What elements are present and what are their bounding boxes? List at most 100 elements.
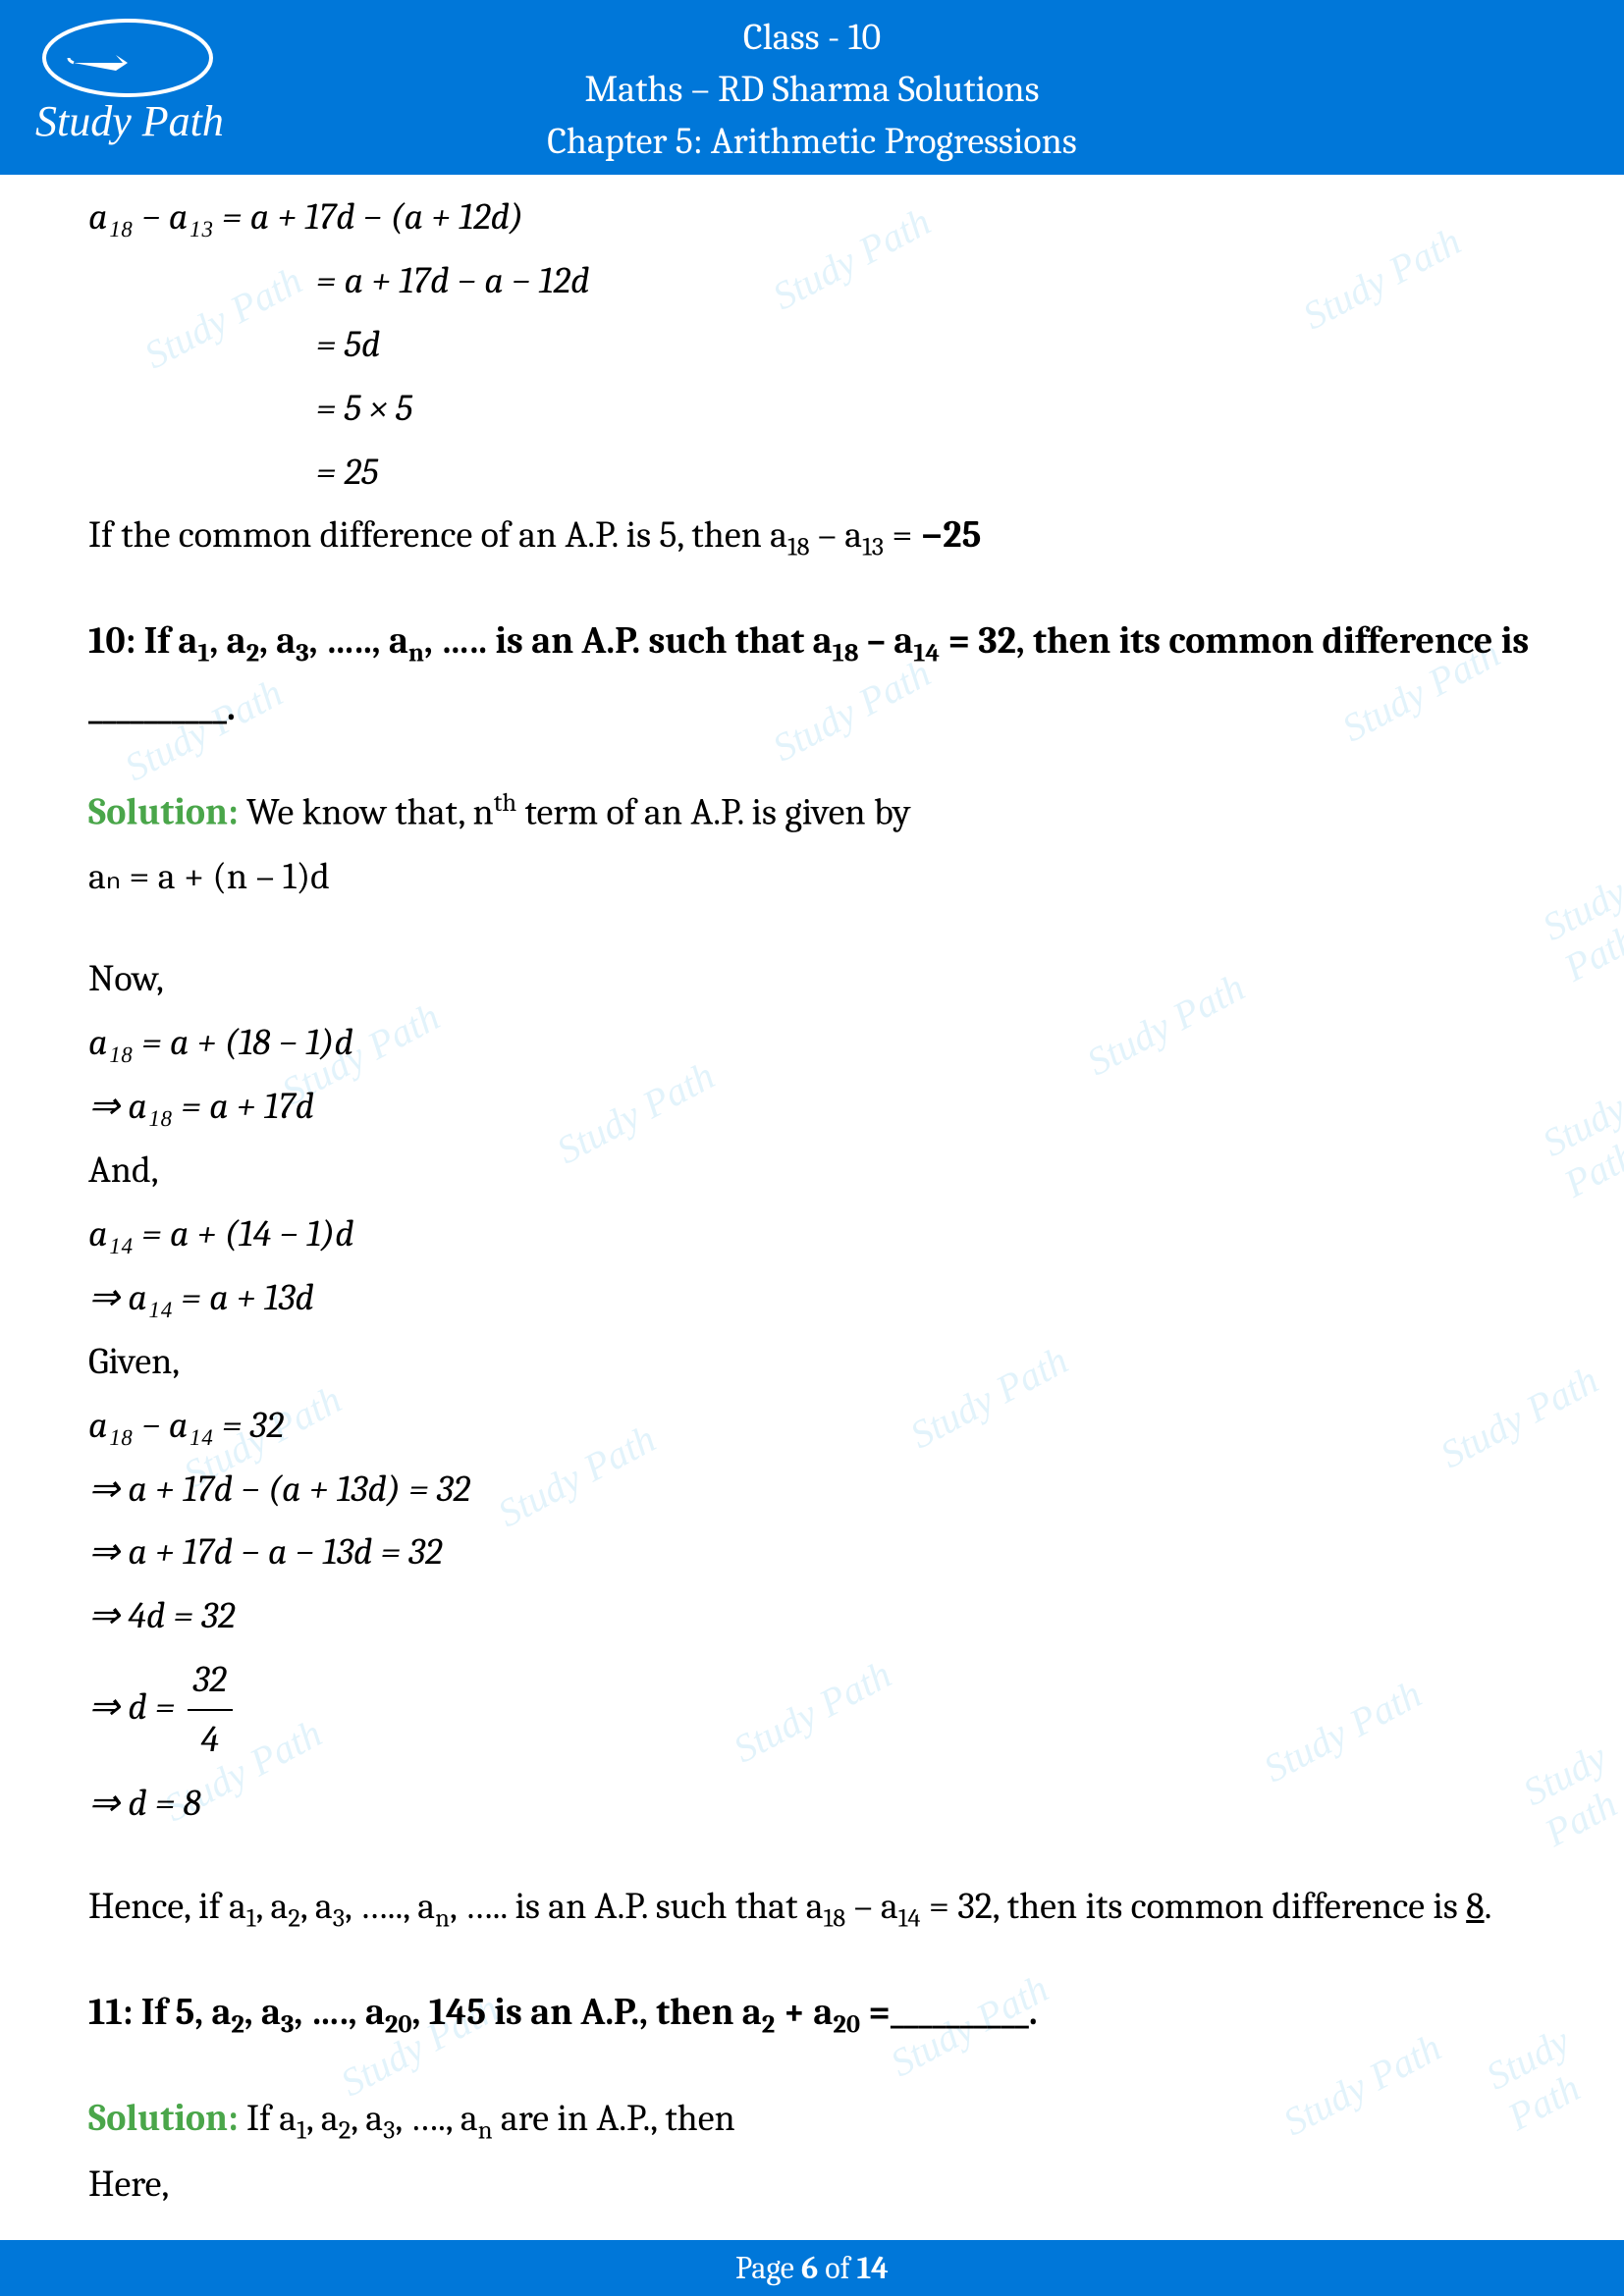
text: , …., a (295, 1991, 385, 2034)
eq-line: a₁₈ = a + (18 − 1)d (88, 1014, 1536, 1072)
q10-derivation-1: a₁₈ = a + (18 − 1)d ⇒ a₁₈ = a + 17d (88, 1014, 1536, 1136)
text: are in A.P., then (493, 2097, 735, 2140)
q11-question: 11: If 5, a2, a3, …., a20, 145 is an A.P… (88, 1984, 1536, 2045)
page-content: a₁₈ − a₁₃ = a + 17d − (a + 12d) = a + 17… (0, 175, 1624, 2214)
header-class: Class - 10 (0, 12, 1624, 64)
logo: Study Path (29, 20, 226, 137)
subscript: 20 (833, 2008, 860, 2039)
subscript: 2 (231, 2008, 244, 2039)
logo-text: Study Path (35, 96, 224, 146)
eq-line: ⇒ a + 17d − a − 13d = 32 (88, 1523, 1536, 1581)
text: , a (351, 2097, 383, 2140)
subscript: 14 (913, 638, 940, 668)
footer-mid: of (818, 2250, 856, 2286)
text: – a (859, 619, 914, 663)
eq-line: = a + 17d − a − 12d (88, 252, 1536, 310)
subscript: 3 (383, 2114, 395, 2145)
footer-prefix: Page (735, 2250, 801, 2286)
answer: −25 (921, 513, 982, 557)
given-label: Given, (88, 1333, 1536, 1391)
now-label: Now, (88, 950, 1536, 1008)
eq-line: = 5d (88, 316, 1536, 374)
q10-conclusion: Hence, if a1, a2, a3, ….., an, ….. is an… (88, 1878, 1536, 1939)
text: + a (775, 1991, 833, 2034)
text: . (1485, 1885, 1492, 1928)
subscript: 3 (296, 638, 309, 668)
text: 11: If 5, a (88, 1991, 231, 2034)
text: , ….. is an A.P. such that a (450, 1885, 824, 1928)
text: = 32, then its common difference is (921, 1885, 1467, 1928)
text: , a (244, 1991, 281, 2034)
text: = 32, then its common difference is (940, 619, 1529, 663)
eq-line: = 25 (88, 444, 1536, 502)
numerator: 32 (188, 1651, 233, 1711)
text: 10: If a (88, 619, 197, 663)
eq-line: = 5 × 5 (88, 380, 1536, 438)
eq-line: a₁₈ − a₁₃ = a + 17d − (a + 12d) (88, 188, 1536, 246)
text: , …., a (395, 2097, 477, 2140)
superscript: th (494, 787, 516, 818)
page-header: Study Path Class - 10 Maths – RD Sharma … (0, 0, 1624, 175)
subscript: 20 (385, 2008, 412, 2039)
eq-line: ⇒ a₁₈ = a + 17d (88, 1078, 1536, 1136)
header-subject: Maths – RD Sharma Solutions (0, 64, 1624, 116)
text: – a (845, 1885, 898, 1928)
subscript: 2 (339, 2114, 352, 2145)
here-label: Here, (88, 2156, 1536, 2214)
subscript: 18 (824, 1902, 846, 1933)
q10-solution-intro: Solution: We know that, nth term of an A… (88, 782, 1536, 842)
subscript: 13 (862, 532, 884, 562)
q9-derivation: a₁₈ − a₁₃ = a + 17d − (a + 12d) = a + 17… (88, 188, 1536, 501)
subscript: 1 (297, 2114, 306, 2145)
text: term of an A.P. is given by (516, 791, 910, 834)
text: , 145 is an A.P., then a (412, 1991, 762, 2034)
text: ⇒ d = (88, 1685, 184, 1729)
text: If a (239, 2097, 298, 2140)
answer: 8 (1466, 1885, 1484, 1928)
subscript: n (478, 2114, 493, 2145)
eq-line: ⇒ 4d = 32 (88, 1587, 1536, 1645)
subscript: 3 (333, 1902, 345, 1933)
eq-line: ⇒ a + 17d − (a + 13d) = 32 (88, 1461, 1536, 1519)
fraction: 324 (188, 1651, 233, 1769)
text: , ….., a (309, 619, 408, 663)
text: , a (300, 1885, 333, 1928)
q9-conclusion: If the common difference of an A.P. is 5… (88, 507, 1536, 567)
q10-derivation-3: a₁₈ − a₁₄ = 32 ⇒ a + 17d − (a + 13d) = 3… (88, 1397, 1536, 1833)
q10-derivation-2: a₁₄ = a + (14 − 1)d ⇒ a₁₄ = a + 13d (88, 1205, 1536, 1327)
text: – a (810, 513, 863, 557)
footer-page: 6 (801, 2250, 818, 2286)
text: We know that, n (239, 791, 494, 834)
solution-label: Solution: (88, 791, 239, 834)
text: If the common difference of an A.P. is 5… (88, 513, 787, 557)
text: , ….. is an A.P. such that a (424, 619, 833, 663)
eq-line: ⇒ d = 324 (88, 1651, 1536, 1769)
q10-formula: aₙ = a + (n – 1)d (88, 848, 1536, 906)
eq-line: a₁₈ − a₁₄ = 32 (88, 1397, 1536, 1455)
eq-line: a₁₄ = a + (14 − 1)d (88, 1205, 1536, 1263)
subscript: n (408, 638, 424, 668)
text: , a (306, 2097, 339, 2140)
text: , a (210, 619, 246, 663)
subscript: 2 (288, 1902, 300, 1933)
q10-question: 10: If a1, a2, a3, ….., an, ….. is an A.… (88, 613, 1536, 673)
subscript: 2 (246, 638, 259, 668)
subscript: 2 (762, 2008, 775, 2039)
subscript: n (435, 1902, 450, 1933)
denominator: 4 (188, 1711, 233, 1769)
text: = (884, 513, 921, 557)
text: Hence, if a (88, 1885, 246, 1928)
subscript: 3 (281, 2008, 295, 2039)
page-footer: Page 6 of 14 (0, 2240, 1624, 2296)
subscript: 18 (787, 532, 810, 562)
eq-line: ⇒ a₁₄ = a + 13d (88, 1269, 1536, 1327)
footer-total: 14 (857, 2250, 889, 2286)
subscript: 1 (197, 638, 209, 668)
q10-blank: __________. (88, 679, 1536, 737)
q11-solution-intro: Solution: If a1, a2, a3, …., an are in A… (88, 2090, 1536, 2151)
header-chapter: Chapter 5: Arithmetic Progressions (0, 116, 1624, 168)
text: , a (259, 619, 296, 663)
text: , ….., a (345, 1885, 435, 1928)
solution-label: Solution: (88, 2097, 239, 2140)
subscript: 18 (833, 638, 859, 668)
